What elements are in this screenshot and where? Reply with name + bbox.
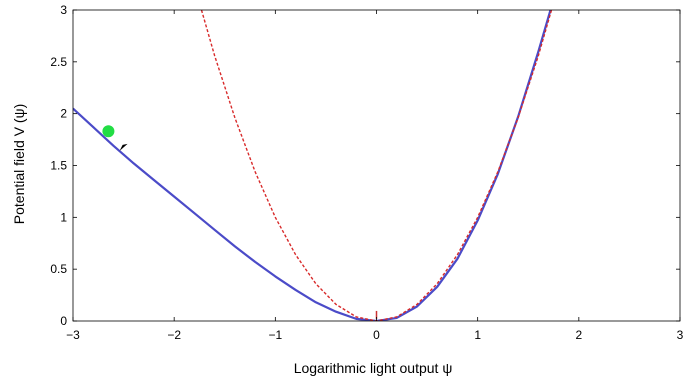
x-tick-label: −3 [66, 328, 80, 342]
y-tick-label: 1.5 [50, 159, 67, 173]
x-tick-label: −1 [268, 328, 282, 342]
y-tick-label: 2.5 [50, 55, 67, 69]
ball-marker [102, 125, 115, 138]
x-axis-ticks: −3 −2 −1 0 1 2 3 [66, 10, 684, 342]
x-tick-label: 0 [373, 328, 380, 342]
y-tick-label: 2 [60, 107, 67, 121]
plot-frame [72, 9, 681, 322]
y-axis-label: Potential field V (ψ) [11, 104, 27, 224]
series-line-2 [200, 10, 553, 321]
y-tick-label: 0.5 [50, 262, 67, 276]
y-axis-ticks: 0 0.5 1 1.5 2 2.5 3 [50, 3, 680, 328]
y-tick-label: 3 [60, 3, 67, 17]
arrow-marker [119, 143, 128, 151]
plot-content [73, 10, 553, 321]
x-axis-label: Logarithmic light output ψ [294, 360, 453, 376]
x-tick-label: 1 [474, 328, 481, 342]
y-tick-label: 0 [60, 314, 67, 328]
x-tick-label: −2 [167, 328, 181, 342]
series-line-1 [73, 10, 552, 321]
x-tick-label: 3 [677, 328, 684, 342]
y-tick-label: 1 [60, 210, 67, 224]
x-tick-label: 2 [575, 328, 582, 342]
